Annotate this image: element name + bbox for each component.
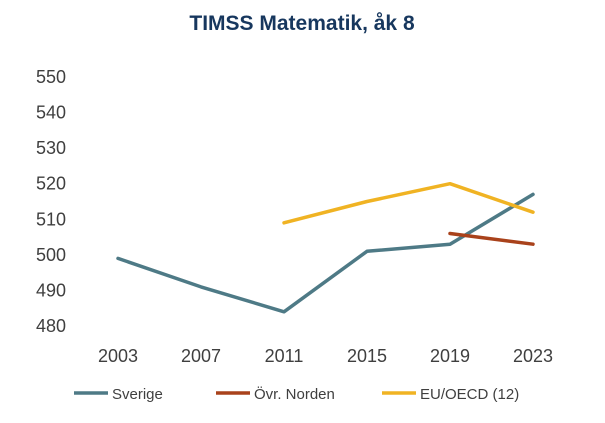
series-line-1 [448, 231, 535, 246]
legend-label: Sverige [112, 386, 163, 403]
y-tick-label: 500 [36, 245, 66, 265]
x-tick-label: 2003 [98, 346, 138, 366]
x-axis: 2003 2007 2011 2015 2019 2023 [98, 346, 553, 366]
y-tick-label: 520 [36, 174, 66, 194]
series-line-2 [282, 181, 535, 225]
x-tick-label: 2023 [513, 346, 553, 366]
y-tick-label: 540 [36, 103, 66, 123]
series-group [116, 181, 535, 314]
y-tick-label: 480 [36, 316, 66, 336]
x-tick-label: 2007 [181, 346, 221, 366]
y-axis: 480 490 500 510 520 530 540 550 [36, 67, 66, 336]
legend-label: EU/OECD (12) [420, 386, 519, 403]
legend: Sverige Övr. Norden EU/OECD (12) [74, 385, 519, 403]
x-tick-label: 2015 [347, 346, 387, 366]
y-tick-label: 490 [36, 280, 66, 300]
x-tick-label: 2011 [265, 346, 304, 366]
chart-title: TIMSS Matematik, åk 8 [189, 12, 415, 35]
y-tick-label: 530 [36, 138, 66, 158]
y-tick-label: 510 [36, 209, 66, 229]
x-tick-label: 2019 [430, 346, 470, 366]
legend-label: Övr. Norden [254, 385, 335, 403]
y-tick-label: 550 [36, 67, 66, 87]
